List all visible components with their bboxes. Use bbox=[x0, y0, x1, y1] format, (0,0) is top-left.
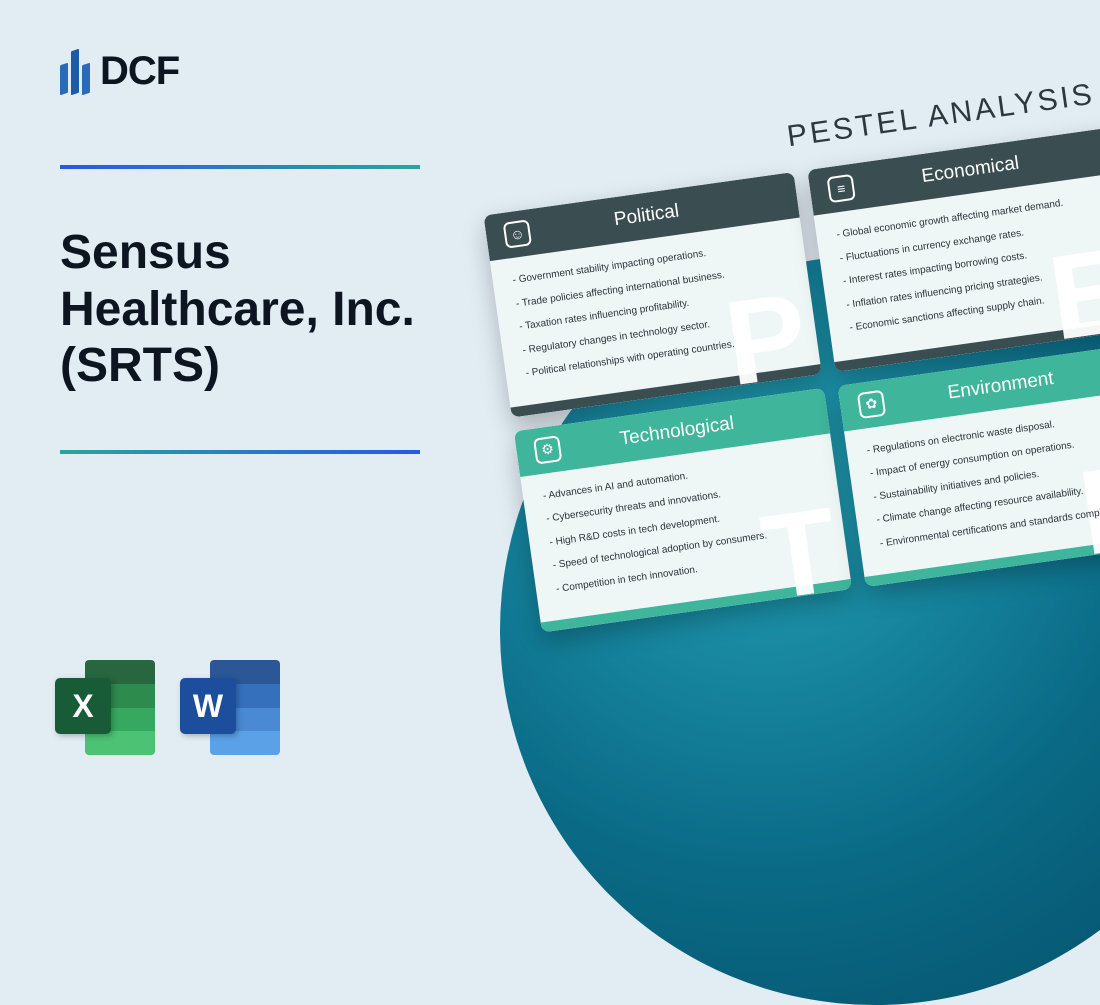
word-badge: W bbox=[180, 678, 236, 734]
card-icon: ✿ bbox=[857, 389, 886, 418]
pestel-panel: PESTEL ANALYSIS ☺PoliticalPGovernment st… bbox=[476, 75, 1100, 632]
divider-top bbox=[60, 165, 420, 169]
card-icon: ≡ bbox=[826, 174, 855, 203]
card-icon: ⚙ bbox=[533, 435, 562, 464]
pestel-card: ≡EconomicalEGlobal economic growth affec… bbox=[807, 126, 1100, 371]
pestel-card: ☺PoliticalPGovernment stability impactin… bbox=[483, 172, 821, 417]
brand-logo: DCF bbox=[60, 48, 179, 94]
brand-logo-bars-icon bbox=[60, 48, 90, 94]
word-icon: W bbox=[180, 660, 280, 755]
pestel-card: ✿EnvironmentERegulations on electronic w… bbox=[838, 342, 1100, 587]
page-title: Sensus Healthcare, Inc. (SRTS) bbox=[60, 225, 480, 395]
pestel-cards-grid: ☺PoliticalPGovernment stability impactin… bbox=[483, 126, 1100, 632]
pestel-card: ⚙TechnologicalTAdvances in AI and automa… bbox=[514, 387, 852, 632]
excel-icon: X bbox=[55, 660, 155, 755]
card-icon: ☺ bbox=[503, 219, 532, 248]
divider-bottom bbox=[60, 450, 420, 454]
app-icons: X W bbox=[55, 660, 280, 755]
brand-name: DCF bbox=[100, 49, 179, 94]
excel-badge: X bbox=[55, 678, 111, 734]
